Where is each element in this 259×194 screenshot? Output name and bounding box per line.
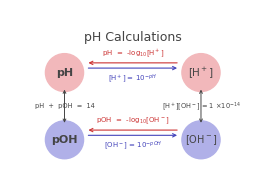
Ellipse shape (182, 54, 220, 92)
Text: pH  +  pOH  =  14: pH + pOH = 14 (34, 103, 95, 109)
Text: [H$^+$] = 10$^{-pH}$: [H$^+$] = 10$^{-pH}$ (108, 72, 157, 85)
Text: [OH$^-$]: [OH$^-$] (185, 133, 217, 147)
Text: pH  =  -log$_{10}$[H$^+$]: pH = -log$_{10}$[H$^+$] (102, 47, 164, 59)
Ellipse shape (45, 54, 84, 92)
Text: [OH$^-$] = 10$^{-pOH}$: [OH$^-$] = 10$^{-pOH}$ (104, 139, 162, 152)
Ellipse shape (182, 121, 220, 159)
Text: pH: pH (56, 68, 73, 78)
Text: pH Calculations: pH Calculations (84, 31, 182, 44)
Text: [H$^+$]: [H$^+$] (188, 65, 214, 80)
Text: [H$^+$][OH$^-$] = 1 ×10$^{-14}$: [H$^+$][OH$^-$] = 1 ×10$^{-14}$ (162, 100, 240, 113)
Text: pOH  =  -log$_{10}$[OH$^-$]: pOH = -log$_{10}$[OH$^-$] (96, 116, 170, 126)
Text: pOH: pOH (51, 135, 78, 145)
Ellipse shape (45, 121, 84, 159)
